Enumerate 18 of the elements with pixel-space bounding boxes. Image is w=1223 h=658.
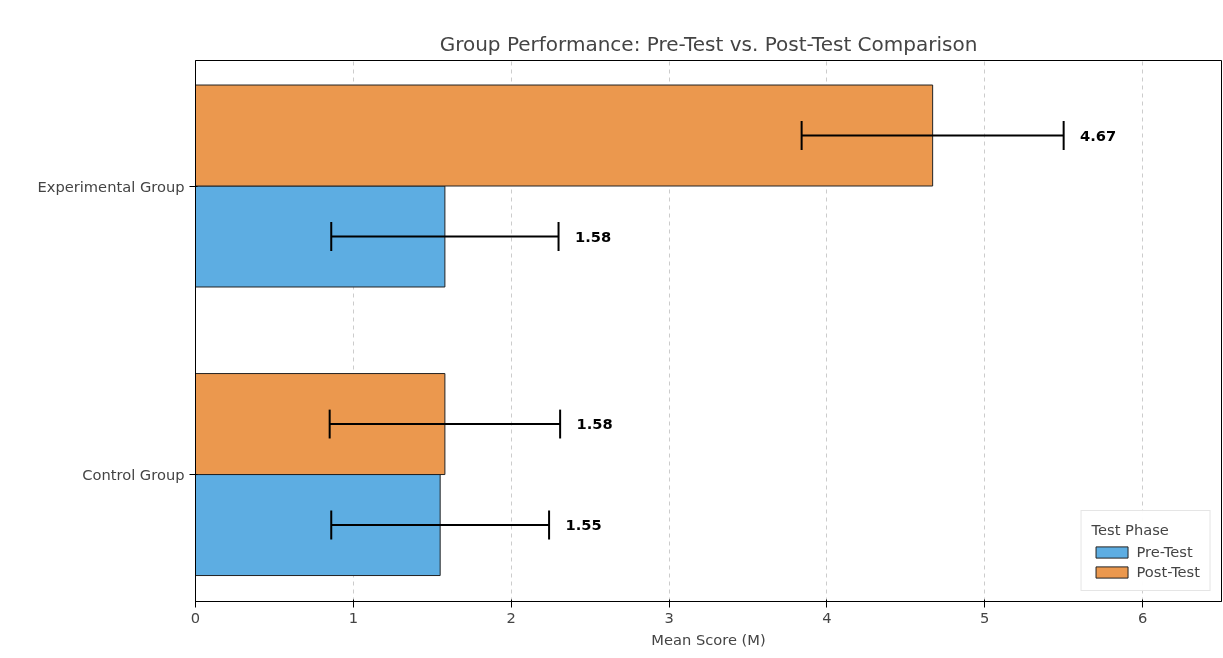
x-tick-label: 2	[506, 608, 516, 626]
annotation: 1.55	[565, 516, 602, 534]
legend-label: Pre-Test	[1136, 543, 1193, 560]
x-tick-label: 6	[1137, 608, 1148, 626]
x-tick-label: 3	[664, 608, 674, 626]
legend-label: Post-Test	[1136, 563, 1200, 580]
annotation: 1.58	[576, 415, 613, 433]
x-tick-label: 1	[348, 608, 359, 626]
legend-title: Test Phase	[1091, 521, 1170, 538]
x-tick-label: 4	[822, 608, 832, 626]
y-tick-label: Control Group	[82, 466, 185, 484]
annotation: 4.67	[1080, 126, 1117, 144]
x-tick-label: 5	[980, 608, 990, 626]
x-tick-label: 0	[190, 608, 201, 626]
y-tick-label: Experimental Group	[37, 177, 185, 195]
chart-title: Group Performance: Pre-Test vs. Post-Test Comparison	[439, 31, 978, 56]
annotation: 1.58	[574, 227, 612, 245]
x-axis-title: Mean Score (M)	[651, 630, 766, 648]
